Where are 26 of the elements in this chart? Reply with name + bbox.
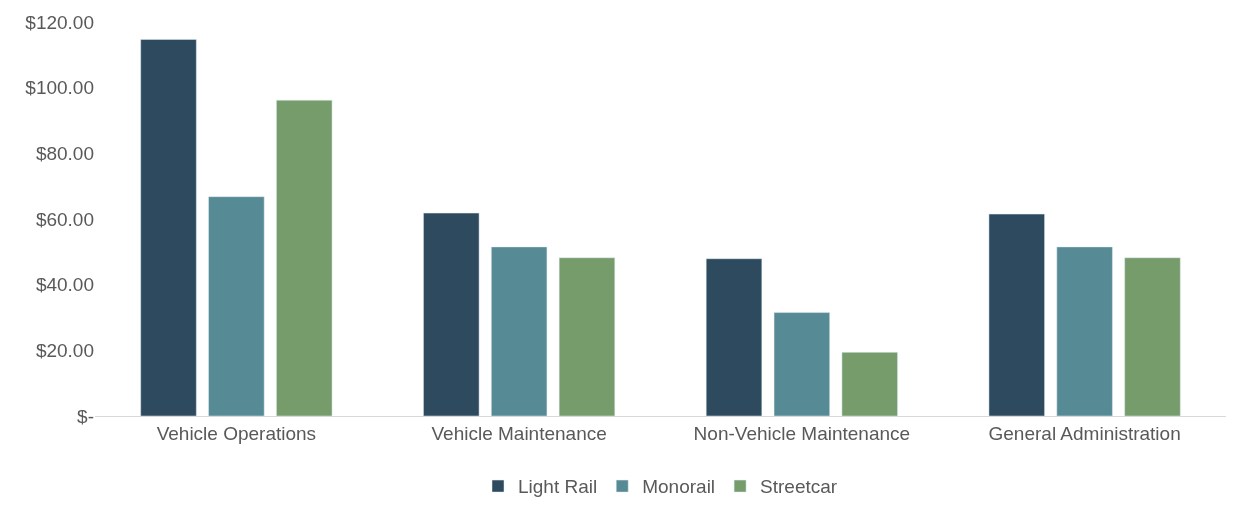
legend-label: Light Rail [518, 476, 598, 498]
y-tick-label: $80.00 [35, 142, 94, 164]
bar [140, 39, 197, 416]
bar [276, 99, 333, 416]
y-tick-label: $60.00 [35, 208, 94, 230]
y-tick-label: $120.00 [25, 11, 94, 33]
bar [1056, 246, 1113, 416]
x-tick-label: Non-Vehicle Maintenance [693, 422, 911, 444]
bar [423, 212, 480, 416]
y-tick-label: $100.00 [25, 77, 94, 99]
x-tick-label: General Administration [988, 422, 1181, 444]
bar [558, 257, 616, 416]
x-tick-label: Vehicle Operations [156, 422, 317, 444]
bar [705, 258, 763, 416]
y-tick-label: $40.00 [35, 274, 94, 296]
bar [208, 196, 265, 416]
legend-label: Streetcar [760, 476, 838, 498]
y-tick-label: $20.00 [35, 339, 94, 361]
y-tick-label: $- [77, 405, 94, 427]
bar [841, 352, 898, 416]
bar [773, 312, 830, 416]
bar [491, 246, 548, 416]
bar [988, 213, 1045, 416]
x-tick-label: Vehicle Maintenance [431, 422, 607, 444]
bar [1124, 257, 1181, 416]
legend-label: Monorail [642, 476, 716, 498]
